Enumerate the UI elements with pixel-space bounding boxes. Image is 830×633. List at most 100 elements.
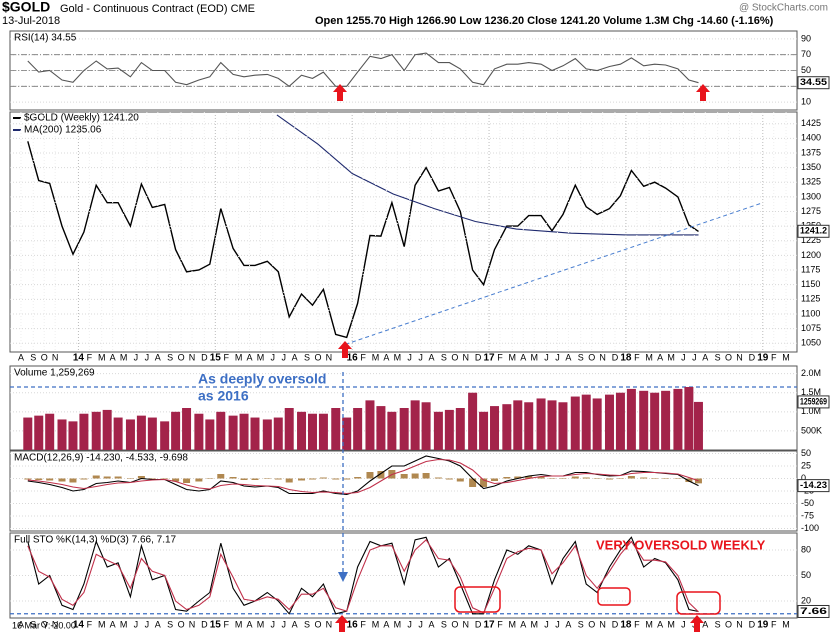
bar <box>113 417 123 450</box>
x-tick-label: M <box>372 352 380 362</box>
x-tick-label: A <box>292 619 298 629</box>
x-tick-label: F <box>634 619 640 629</box>
x-tick-label: O <box>41 619 48 629</box>
x-tick-label: S <box>167 619 173 629</box>
bar <box>195 478 203 482</box>
last-value-box <box>797 395 830 409</box>
x-tick-label: A <box>702 352 708 362</box>
x-tick-label: M <box>782 619 790 629</box>
instrument-name: Gold - Continuous Contract (EOD) CME <box>60 3 255 15</box>
x-tick-label: J <box>692 352 697 362</box>
x-tick-label: S <box>30 352 36 362</box>
x-tick-label: F <box>771 352 777 362</box>
last-value-label: -14.23 <box>800 480 827 490</box>
x-tick-label: J <box>145 352 150 362</box>
x-tick-label: M <box>509 352 517 362</box>
x-tick-label: D <box>749 352 756 362</box>
highlight-boxes <box>454 586 721 615</box>
x-tick-label: M <box>782 352 790 362</box>
x-tick-label: S <box>715 352 721 362</box>
bar <box>161 478 169 479</box>
x-tick-label: S <box>441 352 447 362</box>
x-tick-label: 19 <box>757 620 769 631</box>
x-tick-label: N <box>736 619 743 629</box>
bar <box>91 411 101 450</box>
bar <box>684 387 694 450</box>
legend-label: MA(200) 1235.06 <box>24 125 102 136</box>
bar <box>354 477 362 479</box>
bar <box>479 411 489 450</box>
highlight-box <box>454 586 501 613</box>
x-tick-label: A <box>155 352 161 362</box>
x-tick-label: J <box>418 619 423 629</box>
panel-title: Volume 1,259,269 <box>14 368 95 379</box>
x-tick-label: F <box>87 352 93 362</box>
bar <box>80 478 88 480</box>
y-tick-label: 1.0M <box>801 406 821 416</box>
last-value-label: 7.66 <box>800 606 827 616</box>
y-tick-label: -50 <box>801 498 814 508</box>
bar <box>536 398 546 450</box>
bar <box>92 475 100 479</box>
bar <box>35 478 43 480</box>
y-tick-label: 50 <box>801 448 811 458</box>
series-line <box>276 114 699 236</box>
bar <box>662 478 670 479</box>
y-tick-label: -100 <box>801 523 819 533</box>
bar <box>639 390 649 450</box>
bar <box>273 417 283 450</box>
x-tick-label: O <box>725 352 732 362</box>
panel-title: Full STO %K(14,3) %D(3) 7.66, 7.17 <box>14 535 177 546</box>
x-tick-label: D <box>201 352 208 362</box>
x-tick-label: A <box>565 352 571 362</box>
bar <box>102 409 112 450</box>
x-tick-label: M <box>530 619 538 629</box>
x-tick-label: F <box>87 619 93 629</box>
y-tick-label: 1425 <box>801 118 821 128</box>
x-tick-label: 18 <box>620 353 632 364</box>
x-tick-label: O <box>451 352 458 362</box>
bar <box>217 474 225 479</box>
y-tick-label: 1400 <box>801 133 821 143</box>
x-tick-label: D <box>475 619 482 629</box>
x-tick-label: 16 <box>347 353 359 364</box>
y-tick-label: 1125 <box>801 294 820 304</box>
x-tick-label: N <box>599 352 606 362</box>
bar <box>513 400 523 450</box>
x-tick-label: 15 <box>210 353 222 364</box>
bar <box>548 478 556 479</box>
x-tick-label: F <box>497 352 503 362</box>
x-tick-label: M <box>235 352 243 362</box>
y-tick-label: 500K <box>801 425 822 435</box>
y-tick-label: 1175 <box>801 264 820 274</box>
x-tick-label: M <box>530 352 538 362</box>
bar <box>194 413 204 450</box>
y-tick-label: 1375 <box>801 147 821 157</box>
bar <box>216 411 226 450</box>
annotation: As deeply oversold <box>198 371 326 387</box>
x-tick-label: A <box>155 619 161 629</box>
bar <box>206 478 214 479</box>
source: @ StockCharts.com <box>739 3 828 14</box>
y-tick-label: 1325 <box>801 177 821 187</box>
bar <box>524 402 534 450</box>
x-tick-label: 15 <box>210 620 222 631</box>
y-tick-label: 20 <box>801 595 811 605</box>
y-tick-label: 2.0M <box>801 368 821 378</box>
bar <box>297 411 307 450</box>
last-value-box <box>797 224 830 238</box>
y-tick-label: 25 <box>801 460 811 470</box>
x-tick-label: A <box>110 619 116 629</box>
date: 13-Jul-2018 <box>2 15 60 27</box>
x-tick-label: A <box>520 619 526 629</box>
bar <box>650 392 660 450</box>
bar <box>171 411 181 450</box>
last-value-label: 1241.2 <box>800 226 827 236</box>
x-tick-label: A <box>247 619 253 629</box>
x-tick-label: O <box>451 619 458 629</box>
bar <box>58 478 66 482</box>
bar <box>319 477 327 479</box>
x-tick-label: J <box>544 619 549 629</box>
x-tick-label: 17 <box>483 353 495 364</box>
